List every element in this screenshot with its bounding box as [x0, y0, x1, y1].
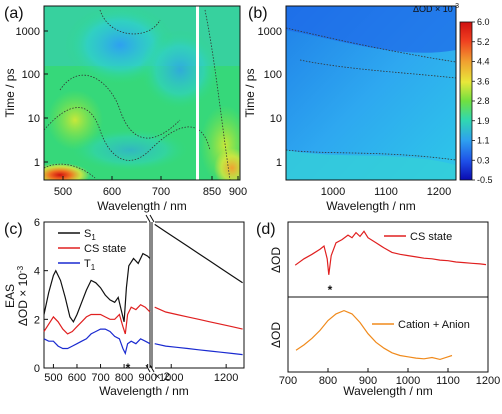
legend-label: CS state: [84, 243, 126, 255]
y-tick-label: 1: [34, 157, 40, 169]
y-tick-label: 100: [264, 69, 282, 81]
y-tick-label: 2: [34, 314, 40, 326]
panel-label: (a): [4, 5, 24, 22]
x-tick-label: 500: [54, 186, 72, 198]
y-tick-label: 4: [34, 266, 40, 278]
annotation-star: *: [126, 361, 131, 375]
x-axis-label: Wavelength / nm: [97, 199, 187, 213]
colorbar-tick-label: 6.0: [477, 17, 490, 27]
legend-label: Cation + Anion: [398, 319, 470, 331]
x-tick-label: 800: [319, 375, 337, 387]
series-d: [294, 230, 487, 361]
series-line: [43, 303, 151, 335]
x-tick-label: 1200: [214, 372, 238, 384]
x-tick-label: 600: [103, 186, 121, 198]
y-axis-label: ΔOD × 10-3: [16, 265, 30, 326]
series-line: [294, 230, 487, 275]
panel-label: (c): [4, 221, 23, 238]
y-tick-label: 10: [28, 113, 40, 125]
heatmap-b: [286, 6, 456, 180]
series-line: [43, 328, 151, 356]
x-axis-label: Wavelength / nm: [343, 384, 433, 398]
x-tick-label: 1100: [374, 186, 398, 198]
y-axis-label: EAS: [3, 284, 17, 308]
x-tick-label: 700: [152, 186, 170, 198]
annotation-scale: × 2: [154, 371, 170, 383]
x-tick-label: 1000: [321, 186, 345, 198]
series-line: [154, 223, 243, 284]
x-tick-label: 700: [91, 372, 109, 384]
x-tick-label: 900: [229, 186, 247, 198]
panel-d: 700 800 900 1000 1100 1200 Wavelength / nm ΔO…: [256, 221, 500, 398]
x-axis-label: Wavelength / nm: [326, 199, 416, 213]
x-tick-label: 1100: [436, 375, 460, 387]
x-tick-label: 1200: [476, 375, 500, 387]
colorbar-ticks: 6.0 5.2 4.4 3.6 2.8 1.9 1.1 0.3 -0.5: [472, 17, 493, 185]
x-tick-label: 1000: [159, 372, 183, 384]
x-tick-label: 1000: [396, 375, 420, 387]
axis-ticks-d: 700 800 900 1000 1100 1200: [279, 368, 500, 387]
series-c: [43, 223, 243, 356]
y-tick-label: 10: [270, 113, 282, 125]
colorbar-label: ΔOD × 10-3: [413, 3, 459, 14]
panel-c: 500 600 700 800 900 1000 1200 0 2 4 6 Wavelength /…: [3, 214, 245, 398]
colorbar-tick-label: 1.9: [477, 116, 490, 126]
y-axis-label: ΔOD: [269, 247, 283, 273]
legend-d-bottom: Cation + Anion: [372, 319, 470, 331]
colorbar-tick-label: 3.6: [477, 76, 490, 86]
colorbar-tick-label: 0.3: [477, 155, 490, 165]
colorbar-tick-label: 4.4: [477, 57, 490, 67]
colorbar-tick-label: 5.2: [477, 37, 490, 47]
legend-label: S1: [84, 228, 96, 242]
x-axis-label: Wavelength / nm: [99, 384, 189, 398]
annotation-star: *: [328, 283, 333, 297]
legend-d-top: CS state: [384, 231, 452, 243]
series-line: [295, 309, 453, 361]
x-tick-label: 900: [138, 372, 156, 384]
y-tick-label: 1000: [16, 26, 40, 38]
panel-b: 1000 1100 1200 1 10 100 1000 Wavelength …: [243, 3, 493, 213]
y-tick-label: 1000: [258, 26, 282, 38]
panel-label: (b): [248, 5, 268, 22]
x-tick-label: 900: [359, 375, 377, 387]
legend-c: S1 CS state T1: [58, 228, 126, 272]
axis-ticks-c: 500 600 700 800 900 1000 1200 0 2 4 6: [34, 217, 239, 384]
y-tick-label: 6: [34, 217, 40, 229]
colorbar: [459, 21, 473, 181]
y-tick-label: 1: [276, 157, 282, 169]
heatmap-a: [44, 6, 240, 180]
colorbar-tick-label: 1.1: [477, 136, 490, 146]
panel-a: 500 600 700 850 900 1 10 100 1000 Wavele…: [3, 5, 440, 213]
legend-label: CS state: [410, 231, 452, 243]
y-axis-label: ΔOD: [269, 322, 283, 348]
colorbar-tick-label: 2.8: [477, 96, 490, 106]
x-tick-label: 500: [44, 372, 62, 384]
x-tick-label: 850: [203, 186, 221, 198]
colorbar-tick-label: -0.5: [477, 175, 493, 185]
legend-label: T1: [84, 258, 96, 272]
y-tick-label: 0: [34, 363, 40, 375]
series-line: [154, 343, 243, 356]
series-line: [154, 306, 243, 330]
x-tick-label: 800: [115, 372, 133, 384]
y-tick-label: 100: [22, 69, 40, 81]
series-line: [43, 252, 151, 323]
y-axis-label: Time / ps: [3, 69, 17, 118]
x-tick-label: 700: [279, 375, 297, 387]
x-tick-label: 1200: [427, 186, 451, 198]
panel-label: (d): [256, 221, 276, 238]
x-tick-label: 600: [68, 372, 86, 384]
y-axis-label: Time / ps: [243, 69, 257, 118]
